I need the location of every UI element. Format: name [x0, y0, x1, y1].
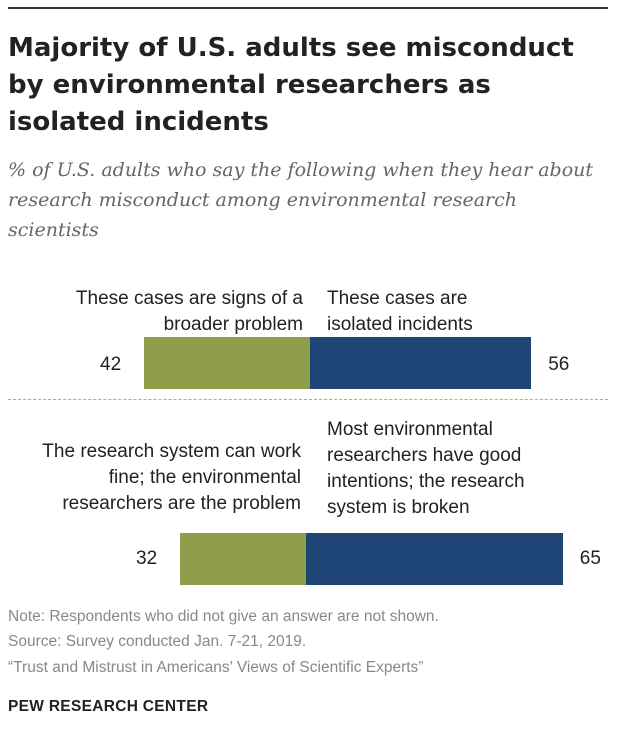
- note-text: Note: Respondents who did not give an an…: [8, 608, 439, 625]
- top-rule: [8, 7, 608, 9]
- row2-left-value: 32: [136, 548, 158, 569]
- row1-right-bar: [310, 337, 532, 389]
- row2-right-value: 65: [579, 548, 601, 569]
- row-divider: [8, 399, 608, 400]
- chart-subtitle: % of U.S. adults who say the following w…: [8, 159, 594, 241]
- row1-right-label: These cases are isolated incidents: [327, 288, 473, 335]
- chart-title: Majority of U.S. adults see misconduct b…: [8, 33, 574, 137]
- row1-left-value: 42: [100, 354, 122, 375]
- row1-left-bar: [144, 337, 310, 389]
- row2-left-label: The research system can work fine; the e…: [42, 441, 301, 514]
- pew-logo-text: PEW RESEARCH CENTER: [8, 698, 209, 715]
- row1-left-label: These cases are signs of a broader probl…: [75, 288, 303, 335]
- row2-left-bar: [179, 533, 306, 585]
- report-title: “Trust and Mistrust in Americans’ Views …: [8, 659, 424, 676]
- row2-right-bar: [306, 533, 563, 585]
- source-text: Source: Survey conducted Jan. 7-21, 2019…: [8, 633, 307, 650]
- row2-right-label: Most environmental researchers have good…: [327, 419, 525, 518]
- row1-right-value: 56: [548, 354, 570, 375]
